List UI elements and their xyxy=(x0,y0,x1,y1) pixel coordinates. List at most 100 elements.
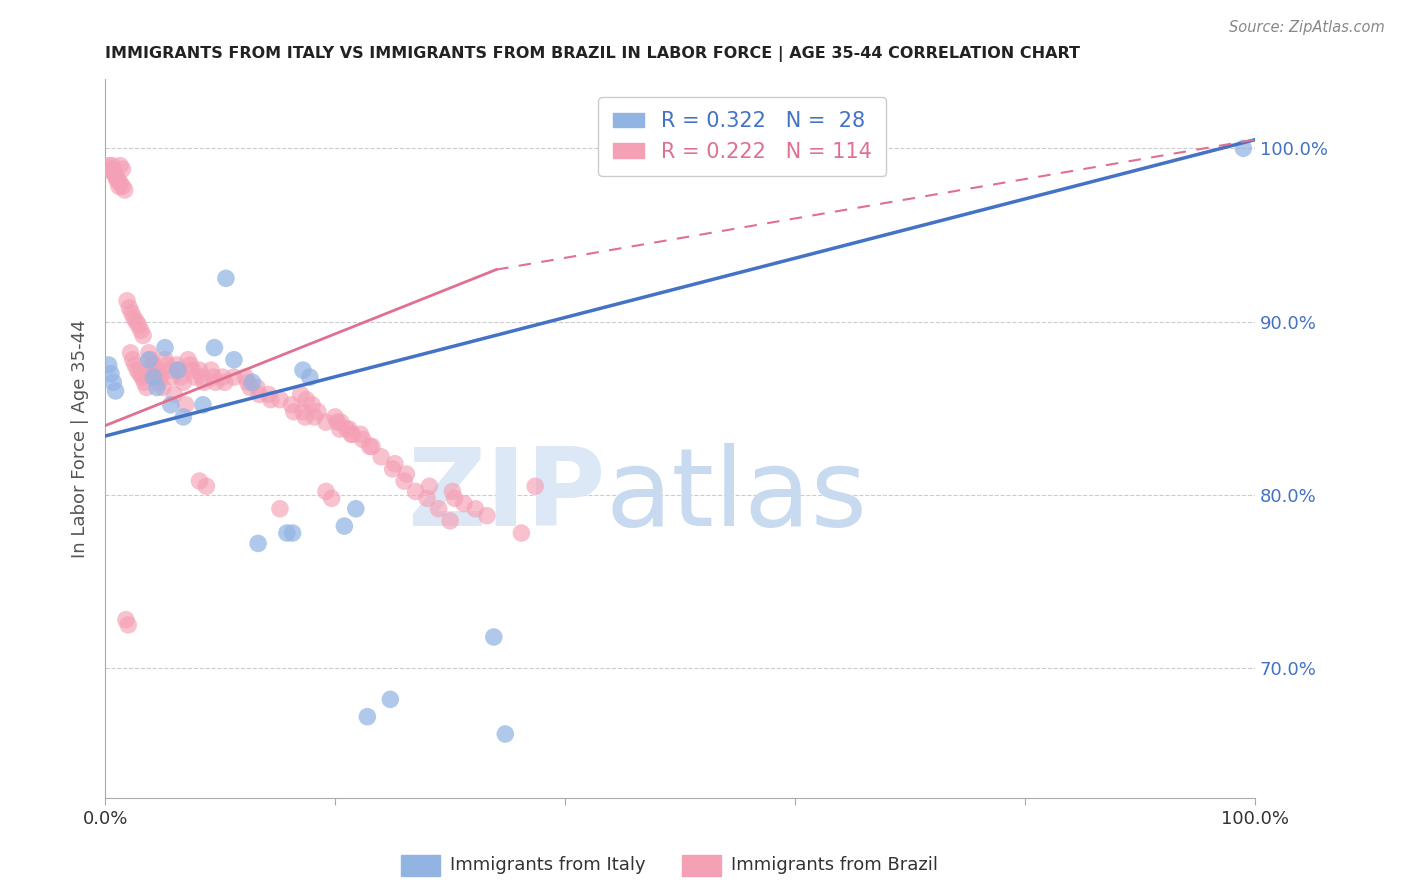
Text: Source: ZipAtlas.com: Source: ZipAtlas.com xyxy=(1229,20,1385,35)
Point xyxy=(191,398,214,412)
Point xyxy=(111,179,134,194)
Point xyxy=(149,370,172,384)
Point xyxy=(392,474,415,488)
Point xyxy=(117,618,139,632)
Point xyxy=(359,439,381,453)
Point xyxy=(170,370,193,384)
Point xyxy=(103,166,125,180)
Point xyxy=(128,318,150,332)
Point xyxy=(104,169,127,183)
Y-axis label: In Labor Force | Age 35-44: In Labor Force | Age 35-44 xyxy=(72,319,89,558)
Point xyxy=(129,323,152,337)
Point xyxy=(344,501,367,516)
Point xyxy=(179,358,201,372)
Point xyxy=(291,405,314,419)
Point xyxy=(235,370,257,384)
Point xyxy=(260,392,283,407)
Point xyxy=(159,398,181,412)
Text: IMMIGRANTS FROM ITALY VS IMMIGRANTS FROM BRAZIL IN LABOR FORCE | AGE 35-44 CORRE: IMMIGRANTS FROM ITALY VS IMMIGRANTS FROM… xyxy=(105,46,1080,62)
Point xyxy=(395,467,418,482)
Point xyxy=(125,315,148,329)
Point xyxy=(370,450,392,464)
Point xyxy=(193,376,215,390)
Point xyxy=(177,352,200,367)
Point xyxy=(97,159,120,173)
Point xyxy=(236,376,259,390)
Point xyxy=(349,427,371,442)
Point xyxy=(146,367,169,381)
Point xyxy=(141,358,163,372)
Point xyxy=(97,358,120,372)
Point xyxy=(107,172,129,186)
Point xyxy=(295,392,318,407)
Point xyxy=(188,474,211,488)
Point xyxy=(101,159,124,173)
Point xyxy=(131,370,153,384)
Point xyxy=(214,376,236,390)
Point xyxy=(105,172,128,186)
Point xyxy=(153,352,176,367)
Point xyxy=(416,491,439,506)
Point xyxy=(121,352,143,367)
Point xyxy=(326,415,349,429)
Point xyxy=(211,370,233,384)
Point xyxy=(143,363,166,377)
Point xyxy=(290,387,312,401)
Legend: R = 0.322   N =  28, R = 0.222   N = 114: R = 0.322 N = 28, R = 0.222 N = 114 xyxy=(599,96,886,177)
Point xyxy=(132,328,155,343)
Point xyxy=(215,271,238,285)
Point xyxy=(172,409,194,424)
Point xyxy=(246,380,269,394)
Point xyxy=(115,293,138,308)
Text: Immigrants from Brazil: Immigrants from Brazil xyxy=(731,856,938,874)
Point xyxy=(103,376,125,390)
Point xyxy=(336,422,359,436)
Point xyxy=(141,352,163,367)
Point xyxy=(172,376,194,390)
Point xyxy=(104,384,127,398)
Point xyxy=(153,341,176,355)
Text: atlas: atlas xyxy=(606,443,868,549)
Point xyxy=(247,387,270,401)
Point xyxy=(337,422,360,436)
Point xyxy=(280,398,302,412)
Point xyxy=(195,479,218,493)
Point xyxy=(281,526,304,541)
Point xyxy=(381,462,404,476)
Point xyxy=(294,409,316,424)
Point xyxy=(184,370,207,384)
Point xyxy=(142,358,165,372)
Point xyxy=(307,405,329,419)
Point xyxy=(340,427,363,442)
Point xyxy=(427,501,450,516)
Point xyxy=(114,183,136,197)
Point xyxy=(441,484,464,499)
Point xyxy=(333,519,356,533)
Point xyxy=(103,166,125,180)
Point xyxy=(301,398,323,412)
Point xyxy=(315,484,337,499)
Point xyxy=(156,358,179,372)
Point xyxy=(202,370,225,384)
Point xyxy=(200,363,222,377)
Point xyxy=(174,398,197,412)
Point xyxy=(166,363,188,377)
Point xyxy=(269,501,291,516)
Point xyxy=(146,380,169,394)
Point xyxy=(121,306,143,320)
Point xyxy=(475,508,498,523)
Point xyxy=(405,484,427,499)
Point xyxy=(120,346,142,360)
Point xyxy=(257,387,280,401)
Point xyxy=(138,346,160,360)
Point xyxy=(439,514,461,528)
Point xyxy=(134,376,156,390)
Point xyxy=(188,363,211,377)
Point xyxy=(115,613,138,627)
Point xyxy=(315,415,337,429)
Point xyxy=(163,387,186,401)
Point xyxy=(108,159,131,173)
Point xyxy=(298,370,321,384)
Point xyxy=(222,352,245,367)
Point xyxy=(380,692,402,706)
